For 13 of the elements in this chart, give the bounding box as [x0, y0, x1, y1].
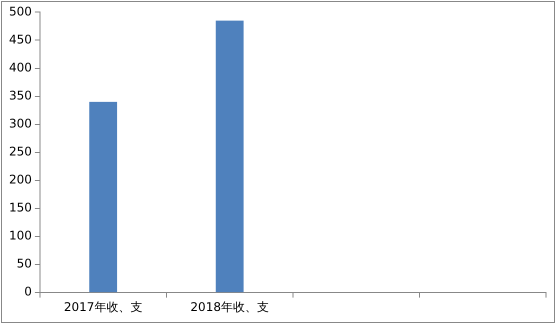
y-tick-label: 400	[9, 60, 32, 74]
y-tick-label: 450	[9, 32, 32, 46]
y-tick-label: 350	[9, 88, 32, 102]
y-tick-label: 0	[24, 284, 32, 299]
y-tick-label: 150	[9, 200, 32, 215]
y-tick-label: 100	[9, 228, 32, 243]
x-tick-label: 2017年收、支	[64, 300, 142, 314]
y-tick-label: 200	[9, 172, 32, 187]
x-tick-label: 2018年收、支	[190, 300, 269, 314]
y-tick-label: 250	[9, 144, 32, 159]
y-tick-label: 50	[16, 256, 32, 271]
y-tick-label: 500	[9, 4, 32, 18]
y-tick-label: 300	[9, 116, 32, 130]
